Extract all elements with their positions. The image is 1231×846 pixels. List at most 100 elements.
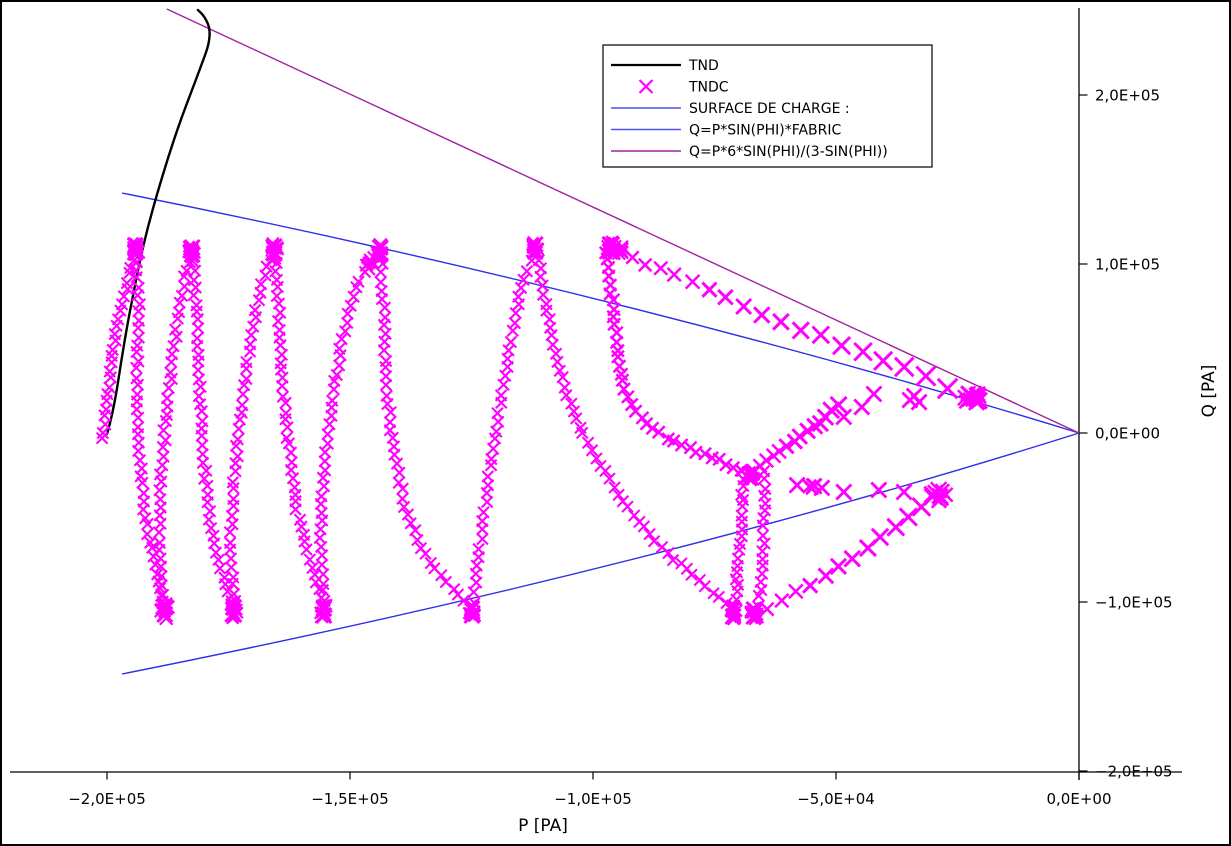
tndc-x-marker [756, 529, 770, 542]
tnd-curve [105, 8, 211, 436]
tndc-x-marker [599, 464, 612, 478]
tndc-x-marker [229, 456, 242, 470]
tndc-x-marker [491, 406, 504, 420]
tndc-x-marker [813, 479, 831, 497]
tndc-x-marker [254, 278, 268, 291]
tndc-x-marker [637, 520, 651, 533]
tndc-x-marker [123, 266, 136, 280]
tndc-x-marker [829, 395, 848, 414]
x-tick-label: −5,0E+04 [797, 790, 875, 808]
tndc-x-marker [936, 377, 959, 400]
tndc-x-marker [121, 282, 134, 296]
tndc-x-marker [315, 490, 328, 503]
tndc-x-marker [130, 270, 143, 284]
tndc-x-marker [99, 418, 112, 431]
legend-label: SURFACE DE CHARGE : [689, 101, 850, 117]
tndc-x-marker [209, 546, 223, 559]
tndc-x-marker [265, 241, 279, 254]
tndc-x-marker [502, 344, 515, 357]
tndc-x-marker [757, 472, 771, 485]
legend-label: TND [688, 58, 719, 74]
x-tick-label: 0,0E+00 [1047, 790, 1112, 808]
tndc-x-marker [472, 542, 485, 556]
tndc-x-marker [624, 397, 639, 412]
tndc-x-marker [621, 500, 634, 513]
tndc-x-marker [465, 599, 478, 612]
tndc-x-marker [733, 537, 747, 551]
tndc-x-marker [195, 404, 208, 418]
tndc-x-marker [653, 260, 669, 276]
y-tick-label: −1,0E+05 [1095, 594, 1173, 612]
tndc-x-marker [352, 275, 365, 288]
tndc-x-marker [744, 464, 761, 481]
tndc-x-marker [758, 537, 771, 550]
tndc-x-marker [756, 519, 770, 532]
tndc-x-marker [788, 476, 806, 494]
tndc-x-marker [156, 602, 170, 616]
legend: TND TNDC SURFACE DE CHARGE : Q=P*SIN(PHI)*F… [602, 44, 933, 168]
tndc-x-marker [373, 237, 388, 253]
tndc-x-marker [698, 446, 712, 461]
legend-entry-1: TNDC [638, 79, 729, 96]
tndc-x-marker [189, 281, 202, 294]
tndc-x-marker [167, 339, 180, 353]
tndc-x-marker [96, 426, 110, 440]
tndc-x-marker [930, 492, 948, 509]
tndc-x-marker [509, 306, 522, 320]
series [95, 8, 1080, 675]
axes: −2,0E+05 −1,5E+05 −1,0E+05 −5,0E+04 0,0E+00 2… [10, 8, 1182, 808]
x-axis-title: P [PA] [518, 816, 568, 836]
tndc-x-marker [774, 593, 790, 609]
tndc-x-marker [300, 543, 313, 556]
tndc-x-marker [616, 241, 630, 255]
tndc-x-marker [612, 488, 625, 502]
tndc-x-marker [608, 481, 621, 494]
tndc-x-marker [192, 373, 206, 386]
y-tick-label: 1,0E+05 [1095, 256, 1160, 274]
tndc-x-marker [298, 535, 311, 548]
tndc-x-marker [172, 306, 186, 319]
tndc-x-marker [231, 450, 244, 463]
tndc-x-marker [196, 456, 210, 470]
tndc-x-marker [227, 571, 240, 584]
tndc-x-marker [829, 557, 848, 575]
tndc-x-marker [175, 289, 189, 302]
tndc-x-marker [130, 345, 143, 359]
tndc-x-marker [321, 428, 334, 441]
tndc-x-marker [419, 547, 432, 560]
tndc-x-marker [235, 398, 249, 412]
tndc-x-marker [607, 317, 621, 332]
tndc-x-marker [130, 361, 143, 374]
tndc-x-marker [835, 483, 853, 501]
tndc-x-marker [363, 253, 379, 269]
tndc-x-marker [915, 365, 937, 387]
tndc-x-marker [490, 425, 503, 438]
tndc-x-marker [131, 288, 144, 302]
tndc-x-marker [379, 378, 393, 392]
tndc-x-marker [835, 408, 853, 426]
tndc-x-marker [155, 569, 168, 583]
tndc-x-marker [332, 359, 346, 372]
tndc-x-marker [187, 289, 200, 302]
tndc-x-marker [725, 610, 739, 624]
tndc-x-marker [333, 342, 346, 356]
tndc-x-marker [226, 602, 240, 616]
tndc-x-marker [284, 446, 298, 459]
legend-label: Q=P*6*SIN(PHI)/(3-SIN(PHI)) [689, 144, 888, 160]
tndc-x-marker [467, 585, 480, 599]
tndc-x-marker [404, 517, 417, 530]
tndc-x-marker [221, 585, 234, 598]
tndc-x-marker [817, 567, 835, 585]
tndc-x-marker [717, 288, 734, 306]
tndc-x-marker [424, 556, 438, 570]
tndc-x-marker [865, 385, 883, 403]
axis-labels: P [PA] Q [PA] [518, 365, 1219, 836]
tndc-x-marker [136, 476, 149, 490]
tndc-x-marker [204, 521, 218, 535]
tndc-x-marker [318, 598, 333, 613]
envelope-line-surface-de-charge-lower [121, 432, 1080, 675]
tndc-x-marker [131, 411, 145, 424]
tndc-x-marker [392, 476, 406, 489]
tndc-x-marker [281, 420, 294, 434]
tndc-x-marker [321, 437, 335, 450]
